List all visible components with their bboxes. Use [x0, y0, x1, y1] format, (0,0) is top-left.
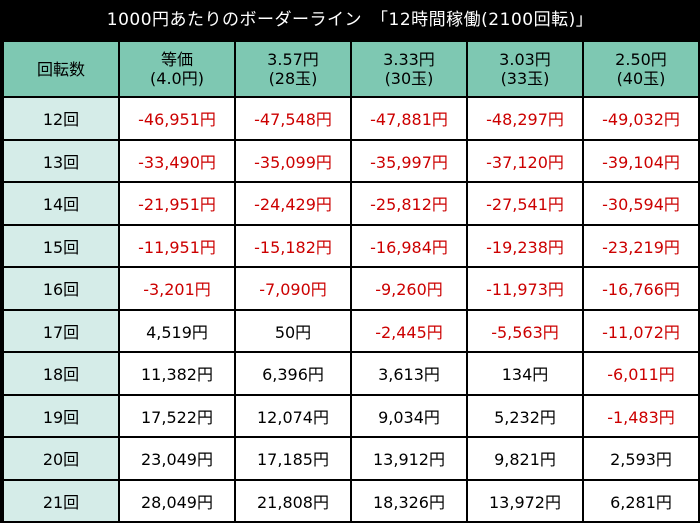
border-line-table: 回転数 等価 (4.0円) 3.57円 (28玉) 3.33円 (30玉) 3.03円…: [2, 40, 700, 523]
header-col-30: 3.33円 (30玉): [350, 40, 468, 98]
table-cell: 23,049円: [118, 436, 236, 481]
table-cell: 6,396円: [234, 351, 352, 396]
table-cell: -27,541円: [466, 181, 584, 226]
header-col-33: 3.03円 (33玉): [466, 40, 584, 98]
header-line1: 等価: [160, 50, 193, 69]
table-cell: 13,972円: [466, 478, 584, 523]
table-cell: -16,984円: [350, 223, 468, 268]
table-cell: -1,483円: [582, 393, 700, 438]
table-cell: 18,326円: [350, 478, 468, 523]
row-label: 12回: [2, 96, 120, 141]
table-cell: -46,951円: [118, 96, 236, 141]
row-label: 14回: [2, 181, 120, 226]
table-cell: -15,182円: [234, 223, 352, 268]
table-cell: -37,120円: [466, 138, 584, 183]
table-cell: -35,997円: [350, 138, 468, 183]
table-cell: 4,519円: [118, 308, 236, 353]
table-row: 15回 -11,951円 -15,182円 -16,984円 -19,238円 …: [2, 223, 700, 268]
header-row: 回転数 等価 (4.0円) 3.57円 (28玉) 3.33円 (30玉) 3.03円…: [2, 40, 700, 98]
table-cell: -19,238円: [466, 223, 584, 268]
header-col-40: 2.50円 (40玉): [582, 40, 700, 98]
header-corner: 回転数: [2, 40, 120, 98]
table-cell: 50円: [234, 308, 352, 353]
header-line1: 3.03円: [499, 50, 551, 69]
table-cell: -47,548円: [234, 96, 352, 141]
header-line2: (40玉): [616, 69, 666, 88]
table-cell: -49,032円: [582, 96, 700, 141]
table-cell: 21,808円: [234, 478, 352, 523]
table-cell: -48,297円: [466, 96, 584, 141]
table-row: 12回 -46,951円 -47,548円 -47,881円 -48,297円 …: [2, 96, 700, 141]
table-row: 18回 11,382円 6,396円 3,613円 134円 -6,011円: [2, 351, 700, 396]
table-row: 13回 -33,490円 -35,099円 -35,997円 -37,120円 …: [2, 138, 700, 183]
header-line2: (33玉): [500, 69, 550, 88]
header-line2: (28玉): [268, 69, 318, 88]
header-col-28: 3.57円 (28玉): [234, 40, 352, 98]
row-label: 13回: [2, 138, 120, 183]
header-line1: 3.57円: [267, 50, 319, 69]
table-cell: 3,613円: [350, 351, 468, 396]
header-line1: 3.33円: [383, 50, 435, 69]
table-cell: 9,821円: [466, 436, 584, 481]
table-row: 17回 4,519円 50円 -2,445円 -5,563円 -11,072円: [2, 308, 700, 353]
table-cell: -5,563円: [466, 308, 584, 353]
header-line1: 2.50円: [615, 50, 667, 69]
table-cell: -25,812円: [350, 181, 468, 226]
table-cell: -16,766円: [582, 266, 700, 311]
table-cell: -35,099円: [234, 138, 352, 183]
table-cell: 134円: [466, 351, 584, 396]
table-cell: 13,912円: [350, 436, 468, 481]
row-label: 21回: [2, 478, 120, 523]
table-cell: -21,951円: [118, 181, 236, 226]
table-cell: 5,232円: [466, 393, 584, 438]
table-cell: 28,049円: [118, 478, 236, 523]
table-row: 14回 -21,951円 -24,429円 -25,812円 -27,541円 …: [2, 181, 700, 226]
table-row: 19回 17,522円 12,074円 9,034円 5,232円 -1,483…: [2, 393, 700, 438]
row-label: 18回: [2, 351, 120, 396]
table-cell: -7,090円: [234, 266, 352, 311]
table-cell: 12,074円: [234, 393, 352, 438]
table-cell: 6,281円: [582, 478, 700, 523]
table-cell: -39,104円: [582, 138, 700, 183]
table-cell: 2,593円: [582, 436, 700, 481]
table-cell: 17,522円: [118, 393, 236, 438]
table-cell: 17,185円: [234, 436, 352, 481]
table-cell: 11,382円: [118, 351, 236, 396]
row-label: 15回: [2, 223, 120, 268]
table-cell: -11,072円: [582, 308, 700, 353]
row-label: 20回: [2, 436, 120, 481]
table-row: 20回 23,049円 17,185円 13,912円 9,821円 2,593…: [2, 436, 700, 481]
header-line2: (30玉): [384, 69, 434, 88]
table-cell: -23,219円: [582, 223, 700, 268]
header-line2: (4.0円): [150, 69, 204, 88]
table-cell: -33,490円: [118, 138, 236, 183]
row-label: 17回: [2, 308, 120, 353]
table-cell: -9,260円: [350, 266, 468, 311]
table-cell: -2,445円: [350, 308, 468, 353]
table-title: 1000円あたりのボーダーライン 「12時間稼働(2100回転)」: [106, 10, 594, 30]
table-cell: -11,973円: [466, 266, 584, 311]
row-label: 19回: [2, 393, 120, 438]
table-row: 16回 -3,201円 -7,090円 -9,260円 -11,973円 -16…: [2, 266, 700, 311]
table-cell: -30,594円: [582, 181, 700, 226]
table-cell: -6,011円: [582, 351, 700, 396]
table-row: 21回 28,049円 21,808円 18,326円 13,972円 6,28…: [2, 478, 700, 523]
table-cell: -47,881円: [350, 96, 468, 141]
table-cell: -11,951円: [118, 223, 236, 268]
row-label: 16回: [2, 266, 120, 311]
table-cell: -3,201円: [118, 266, 236, 311]
table-cell: -24,429円: [234, 181, 352, 226]
table-cell: 9,034円: [350, 393, 468, 438]
header-col-equal: 等価 (4.0円): [118, 40, 236, 98]
